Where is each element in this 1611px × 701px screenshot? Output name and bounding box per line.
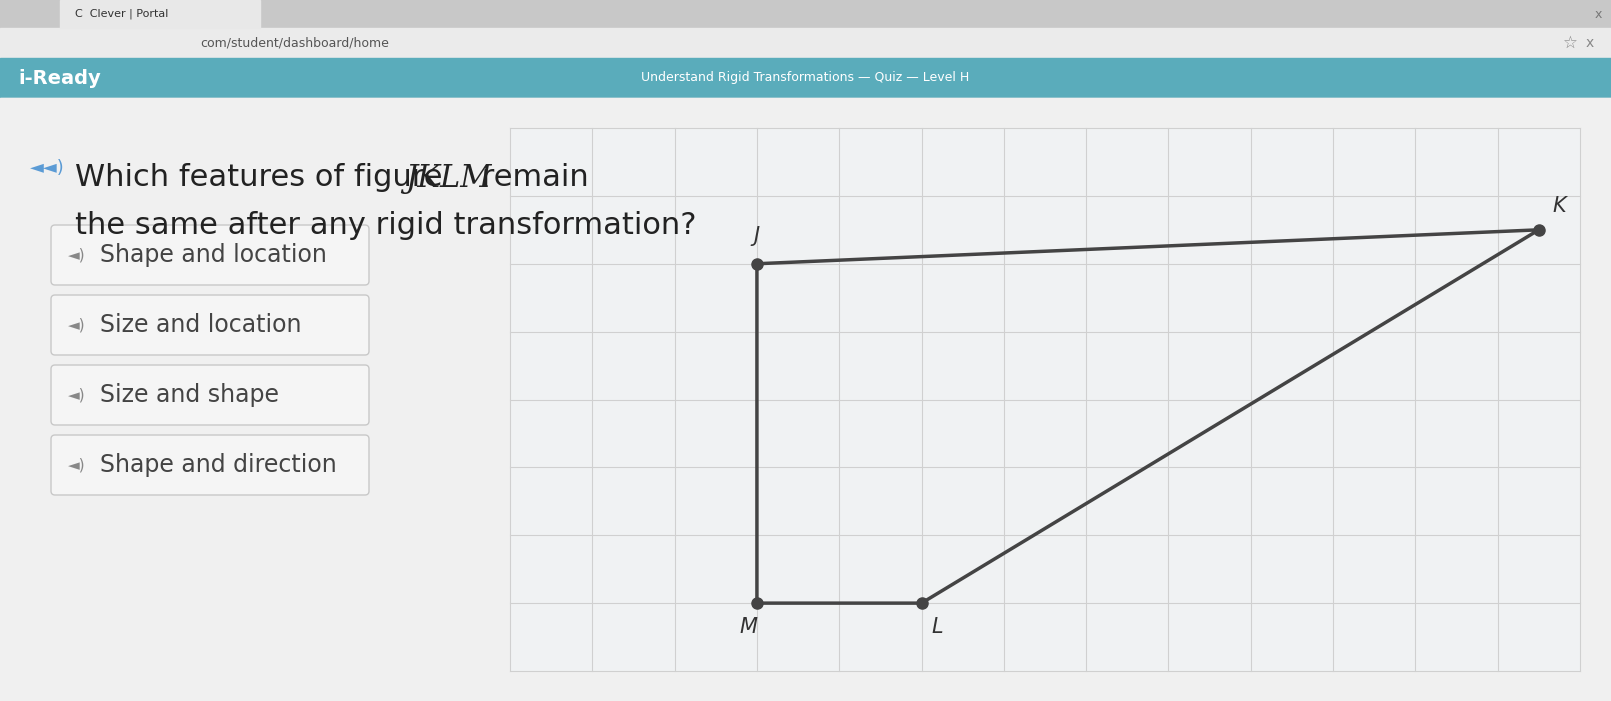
- Text: JKLM: JKLM: [404, 163, 491, 193]
- Bar: [511, 128, 1580, 671]
- Bar: [0, 58, 1611, 98]
- Bar: [0, 28, 1611, 58]
- Text: Shape and direction: Shape and direction: [100, 453, 337, 477]
- Text: Understand Rigid Transformations — Quiz — Level H: Understand Rigid Transformations — Quiz …: [641, 72, 970, 85]
- Text: ◄): ◄): [68, 388, 85, 402]
- Text: the same after any rigid transformation?: the same after any rigid transformation?: [76, 212, 696, 240]
- Text: x: x: [1585, 36, 1595, 50]
- Text: J: J: [754, 226, 760, 246]
- Text: L: L: [931, 617, 942, 637]
- Text: i-Ready: i-Ready: [18, 69, 101, 88]
- Bar: [0, 98, 1611, 701]
- Bar: [60, 0, 259, 28]
- Text: ◄): ◄): [68, 458, 85, 472]
- Bar: [0, 0, 1611, 28]
- Text: remain: remain: [472, 163, 588, 193]
- Text: M: M: [739, 617, 757, 637]
- Text: ◄◄): ◄◄): [31, 159, 64, 177]
- Text: K: K: [1553, 196, 1566, 216]
- Text: Which features of figure: Which features of figure: [76, 163, 453, 193]
- FancyBboxPatch shape: [52, 365, 369, 425]
- FancyBboxPatch shape: [52, 435, 369, 495]
- Bar: [0, 98, 1611, 701]
- Text: ☆: ☆: [1563, 34, 1577, 52]
- Text: Size and shape: Size and shape: [100, 383, 279, 407]
- Text: ◄): ◄): [68, 247, 85, 262]
- Text: Size and location: Size and location: [100, 313, 301, 337]
- Text: com/student/dashboard/home: com/student/dashboard/home: [200, 36, 388, 50]
- Text: x: x: [1595, 8, 1601, 20]
- Text: Shape and location: Shape and location: [100, 243, 327, 267]
- Text: C  Clever | Portal: C Clever | Portal: [76, 8, 169, 19]
- FancyBboxPatch shape: [52, 295, 369, 355]
- Text: ◄): ◄): [68, 318, 85, 332]
- FancyBboxPatch shape: [52, 225, 369, 285]
